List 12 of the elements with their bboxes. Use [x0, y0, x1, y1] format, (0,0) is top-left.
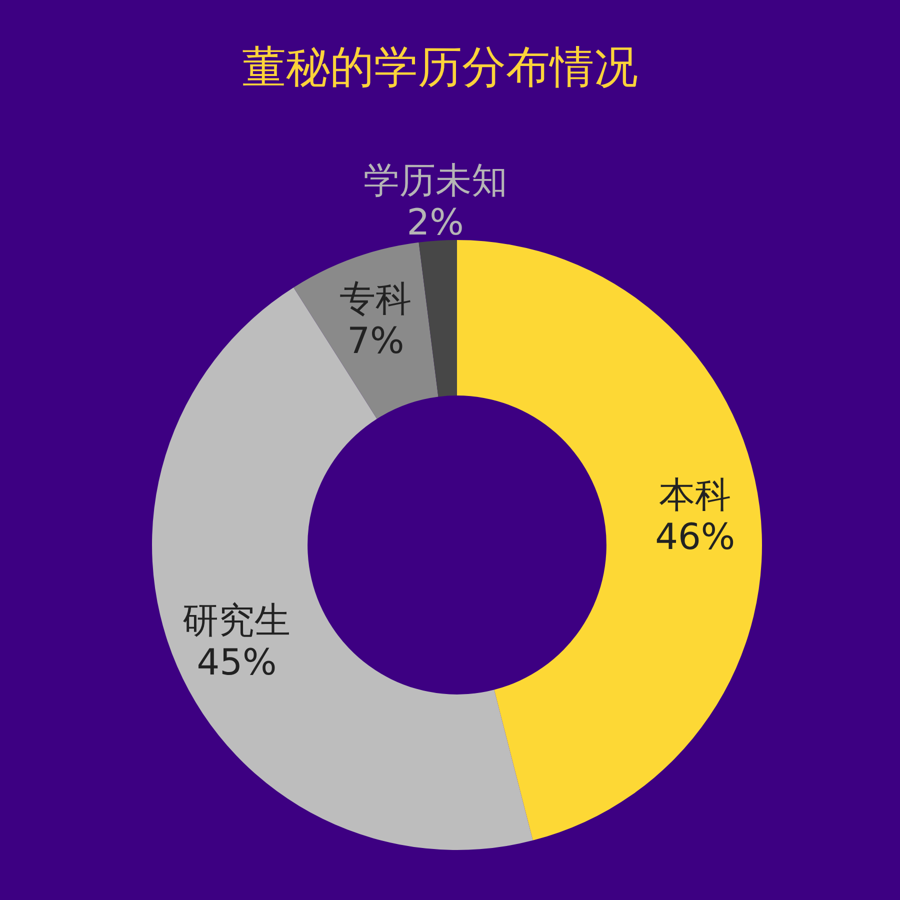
- data-label: 45%: [196, 642, 277, 684]
- slice-label: 研究生: [182, 600, 291, 642]
- slice-label: 学历未知: [363, 160, 508, 202]
- data-label: 7%: [347, 321, 404, 362]
- data-label: 2%: [406, 202, 464, 244]
- donut-slice: [457, 240, 762, 840]
- data-label: 46%: [655, 516, 736, 558]
- donut-slice: [294, 242, 438, 419]
- donut-slice: [418, 240, 457, 397]
- slice-label: 本科: [659, 474, 732, 516]
- slice-label: 专科: [340, 279, 412, 320]
- chart-title: 董秘的学历分布情况: [242, 42, 638, 93]
